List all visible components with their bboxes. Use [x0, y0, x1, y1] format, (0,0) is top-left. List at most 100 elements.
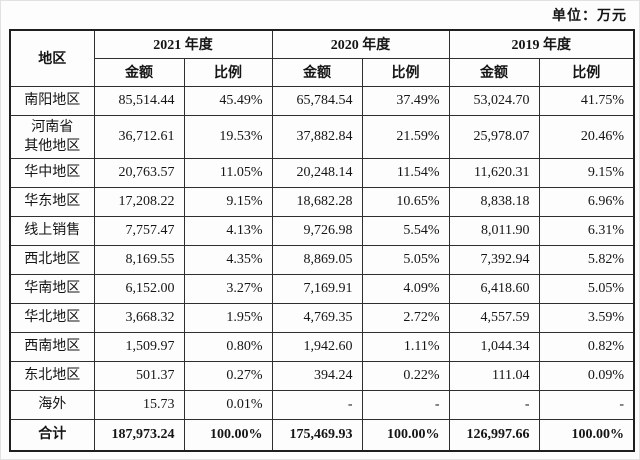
value-cell: 5.05% — [361, 244, 450, 275]
value-cell: 0.82% — [538, 331, 635, 362]
value-cell: - — [538, 389, 635, 420]
total-amount-2019: 126,997.66 — [448, 418, 540, 452]
table-row: 华东地区 17,208.22 9.15% 18,682.28 10.65% 8,838.1… — [9, 186, 635, 217]
table-header: 地区 2021 年度 2020 年度 2019 年度 金额 比例 金额 比例 金… — [9, 29, 635, 87]
region-cell: 东北地区 — [9, 360, 95, 391]
value-cell: 7,392.94 — [448, 244, 540, 275]
value-cell: 6.96% — [538, 186, 635, 217]
value-cell: 4.35% — [183, 244, 273, 275]
value-cell: 25,978.07 — [448, 114, 540, 159]
total-row: 合计 187,973.24 100.00% 175,469.93 100.00%… — [9, 418, 635, 452]
value-cell: 11,620.31 — [448, 157, 540, 188]
value-cell: 20,763.57 — [93, 157, 185, 188]
region-cell: 线上销售 — [9, 215, 95, 246]
header-amount-2020: 金额 — [271, 57, 363, 87]
unit-label: 单位：万元 — [552, 9, 627, 24]
table-row: 华北地区 3,668.32 1.95% 4,769.35 2.72% 4,557.59 3.… — [9, 302, 635, 333]
value-cell: 4,769.35 — [271, 302, 363, 333]
value-cell: - — [271, 389, 363, 420]
table-row: 西南地区 1,509.97 0.80% 1,942.60 1.11% 1,044.34 0.… — [9, 331, 635, 362]
value-cell: 37,882.84 — [271, 114, 363, 159]
value-cell: 501.37 — [93, 360, 185, 391]
value-cell: 7,757.47 — [93, 215, 185, 246]
value-cell: 7,169.91 — [271, 273, 363, 304]
region-cell: 河南省 其他地区 — [9, 114, 95, 159]
value-cell: 45.49% — [183, 85, 273, 116]
value-cell: 3.59% — [538, 302, 635, 333]
header-ratio-2019: 比例 — [538, 57, 635, 87]
region-cell: 华南地区 — [9, 273, 95, 304]
header-year-2019: 2019 年度 — [448, 29, 635, 59]
value-cell: 9.15% — [183, 186, 273, 217]
value-cell: 5.54% — [361, 215, 450, 246]
region-cell: 华北地区 — [9, 302, 95, 333]
total-amount-2020: 175,469.93 — [271, 418, 363, 452]
value-cell: 8,869.05 — [271, 244, 363, 275]
value-cell: 8,838.18 — [448, 186, 540, 217]
region-cell: 华东地区 — [9, 186, 95, 217]
value-cell: 2.72% — [361, 302, 450, 333]
value-cell: 20,248.14 — [271, 157, 363, 188]
value-cell: 36,712.61 — [93, 114, 185, 159]
value-cell: 0.27% — [183, 360, 273, 391]
value-cell: 65,784.54 — [271, 85, 363, 116]
total-ratio-2019: 100.00% — [538, 418, 635, 452]
total-ratio-2020: 100.00% — [361, 418, 450, 452]
value-cell: 6,418.60 — [448, 273, 540, 304]
value-cell: 3,668.32 — [93, 302, 185, 333]
region-cell: 华中地区 — [9, 157, 95, 188]
table-row: 东北地区 501.37 0.27% 394.24 0.22% 111.04 0.09% — [9, 360, 635, 391]
table-row: 河南省 其他地区 36,712.61 19.53% 37,882.84 21.59% 25… — [9, 114, 635, 159]
header-row-years: 地区 2021 年度 2020 年度 2019 年度 — [9, 29, 635, 87]
value-cell: 9.15% — [538, 157, 635, 188]
regional-revenue-table: 地区 2021 年度 2020 年度 2019 年度 金额 比例 金额 比例 金… — [9, 29, 635, 452]
region-cell: 西北地区 — [9, 244, 95, 275]
total-amount-2021: 187,973.24 — [93, 418, 185, 452]
region-cell: 西南地区 — [9, 331, 95, 362]
value-cell: 17,208.22 — [93, 186, 185, 217]
value-cell: 1,942.60 — [271, 331, 363, 362]
value-cell: 19.53% — [183, 114, 273, 159]
value-cell: 0.09% — [538, 360, 635, 391]
value-cell: - — [448, 389, 540, 420]
value-cell: 11.54% — [361, 157, 450, 188]
value-cell: 3.27% — [183, 273, 273, 304]
value-cell: 111.04 — [448, 360, 540, 391]
value-cell: 85,514.44 — [93, 85, 185, 116]
value-cell: 1.95% — [183, 302, 273, 333]
table-body: 南阳地区 85,514.44 45.49% 65,784.54 37.49% 53,024… — [9, 85, 635, 420]
table-row: 线上销售 7,757.47 4.13% 9,726.98 5.54% 8,011.90 6.… — [9, 215, 635, 246]
value-cell: 18,682.28 — [271, 186, 363, 217]
total-label: 合计 — [9, 418, 95, 452]
value-cell: 4.13% — [183, 215, 273, 246]
header-amount-2019: 金额 — [448, 57, 540, 87]
value-cell: 0.80% — [183, 331, 273, 362]
value-cell: 4.09% — [361, 273, 450, 304]
value-cell: 15.73 — [93, 389, 185, 420]
region-cell: 南阳地区 — [9, 85, 95, 116]
value-cell: 5.05% — [538, 273, 635, 304]
header-ratio-2021: 比例 — [183, 57, 273, 87]
header-amount-2021: 金额 — [93, 57, 185, 87]
table-row: 海外 15.73 0.01% - - - - — [9, 389, 635, 420]
value-cell: 37.49% — [361, 85, 450, 116]
value-cell: 20.46% — [538, 114, 635, 159]
value-cell: 21.59% — [361, 114, 450, 159]
value-cell: 5.82% — [538, 244, 635, 275]
header-row-subcolumns: 金额 比例 金额 比例 金额 比例 — [10, 57, 635, 87]
value-cell: - — [361, 389, 450, 420]
header-ratio-2020: 比例 — [361, 57, 450, 87]
value-cell: 8,169.55 — [93, 244, 185, 275]
table-row: 华南地区 6,152.00 3.27% 7,169.91 4.09% 6,418.60 5.… — [9, 273, 635, 304]
value-cell: 0.22% — [361, 360, 450, 391]
value-cell: 9,726.98 — [271, 215, 363, 246]
value-cell: 0.01% — [183, 389, 273, 420]
table-row: 西北地区 8,169.55 4.35% 8,869.05 5.05% 7,392.94 5.… — [9, 244, 635, 275]
value-cell: 8,011.90 — [448, 215, 540, 246]
value-cell: 41.75% — [538, 85, 635, 116]
table-row: 华中地区 20,763.57 11.05% 20,248.14 11.54% 11,620… — [9, 157, 635, 188]
value-cell: 11.05% — [183, 157, 273, 188]
value-cell: 1,044.34 — [448, 331, 540, 362]
value-cell: 10.65% — [361, 186, 450, 217]
